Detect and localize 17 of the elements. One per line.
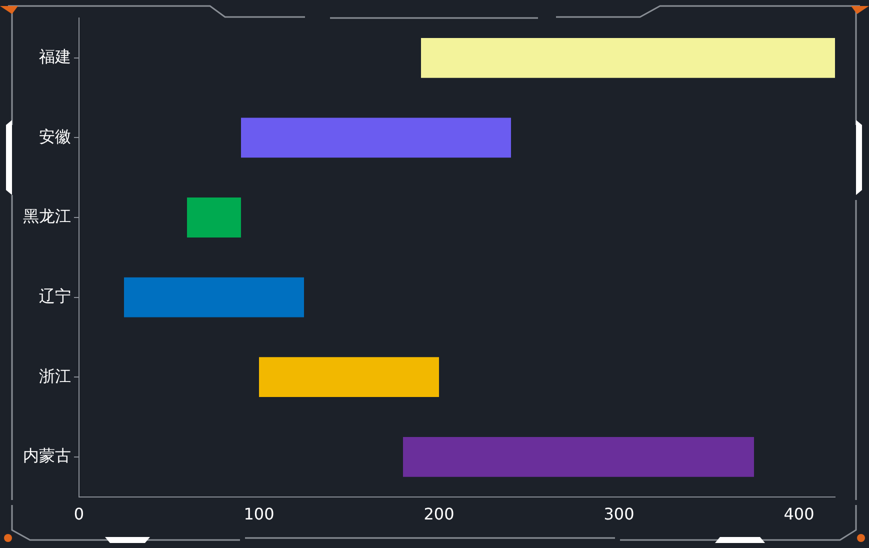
bar [124, 277, 304, 318]
y-tick-label: 黑龙江 [23, 206, 71, 226]
bar [259, 357, 439, 398]
y-tick-label: 内蒙古 [23, 446, 71, 466]
bar [421, 38, 835, 78]
y-tick-label: 福建 [39, 47, 71, 66]
bar [403, 436, 754, 477]
bar [241, 118, 511, 158]
bar [187, 198, 241, 238]
y-tick-label: 辽宁 [39, 286, 71, 306]
y-tick-label: 安徽 [39, 126, 71, 146]
x-tick-label: 0 [74, 504, 84, 524]
x-tick-label: 100 [244, 504, 274, 524]
x-tick-label: 200 [424, 504, 454, 524]
x-tick-label: 300 [604, 504, 634, 524]
x-tick-label: 400 [784, 504, 814, 524]
y-tick-label: 浙江 [39, 366, 71, 386]
